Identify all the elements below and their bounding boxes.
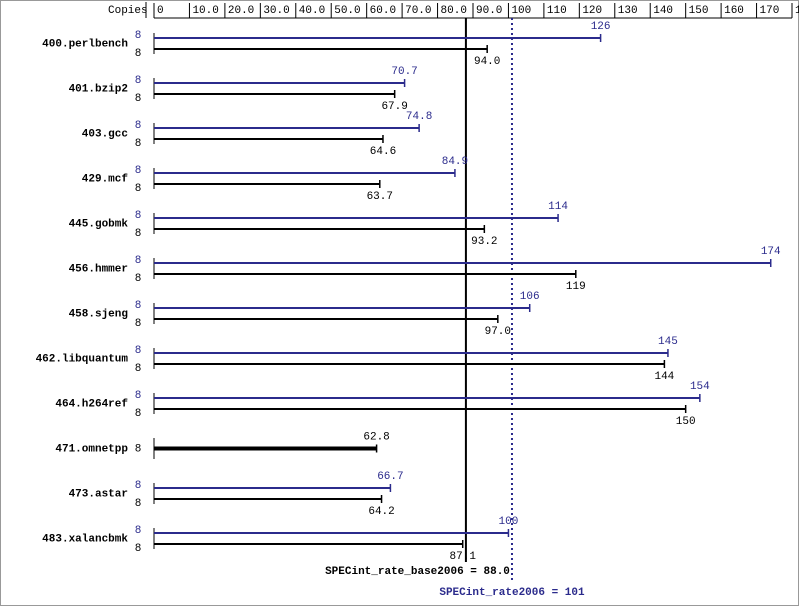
category-label: 458.sjeng (69, 308, 128, 320)
category-label: 429.mcf (82, 173, 129, 185)
category-label: 403.gcc (82, 128, 128, 140)
x-tick-label: 10.0 (192, 5, 218, 17)
x-tick-label: 180 (795, 5, 799, 17)
copies-label: 8 (135, 93, 142, 105)
copies-label: 8 (135, 210, 142, 222)
value-label: 94.0 (474, 56, 500, 68)
x-tick-label: 150 (689, 5, 709, 17)
copies-label: 8 (135, 480, 142, 492)
value-label: 119 (566, 281, 586, 293)
value-label: 64.6 (370, 146, 396, 158)
copies-label: 8 (135, 228, 142, 240)
value-label: 63.7 (367, 191, 393, 203)
x-tick-label: 90.0 (476, 5, 502, 17)
x-tick-label: 30.0 (263, 5, 289, 17)
category-label: 445.gobmk (69, 218, 129, 230)
copies-label: 8 (135, 75, 142, 87)
copies-label: 8 (135, 408, 142, 420)
copies-label: 8 (135, 273, 142, 285)
copies-label: 8 (135, 443, 142, 455)
x-tick-label: 20.0 (228, 5, 254, 17)
category-label: 462.libquantum (36, 353, 129, 365)
value-label: 174 (761, 246, 781, 258)
copies-label: 8 (135, 543, 142, 555)
x-tick-label: 140 (653, 5, 673, 17)
value-label: 97.0 (485, 326, 511, 338)
copies-label: 8 (135, 48, 142, 60)
x-tick-label: 110 (547, 5, 567, 17)
category-label: 456.hmmer (69, 263, 128, 275)
value-label: 106 (520, 291, 540, 303)
value-label: 70.7 (391, 66, 417, 78)
value-label: 150 (676, 416, 696, 428)
x-tick-label: 60.0 (370, 5, 396, 17)
copies-label: 8 (135, 165, 142, 177)
value-label: 66.7 (377, 471, 403, 483)
category-label: 471.omnetpp (55, 443, 128, 455)
copies-label: 8 (135, 318, 142, 330)
value-label: 87.1 (450, 551, 477, 563)
value-label: 62.8 (363, 431, 389, 443)
copies-label: 8 (135, 498, 142, 510)
value-label: 114 (548, 201, 568, 213)
copies-label: 8 (135, 363, 142, 375)
copies-label: 8 (135, 255, 142, 267)
copies-label: 8 (135, 30, 142, 42)
value-label: 64.2 (368, 506, 394, 518)
x-tick-label: 80.0 (441, 5, 467, 17)
x-tick-label: 50.0 (334, 5, 360, 17)
category-label: 473.astar (69, 488, 128, 500)
value-label: 154 (690, 381, 710, 393)
copies-label: 8 (135, 345, 142, 357)
reference-label: SPECint_rate2006 = 101 (439, 587, 585, 599)
category-label: 400.perlbench (42, 38, 128, 50)
reference-label: SPECint_rate_base2006 = 88.0 (325, 566, 510, 578)
category-label: 483.xalancbmk (42, 533, 128, 545)
copies-label: 8 (135, 138, 142, 150)
x-tick-label: 120 (582, 5, 602, 17)
copies-label: 8 (135, 390, 142, 402)
copies-label: 8 (135, 525, 142, 537)
value-label: 145 (658, 336, 678, 348)
value-label: 67.9 (381, 101, 407, 113)
x-tick-label: 40.0 (299, 5, 325, 17)
x-tick-label: 160 (724, 5, 744, 17)
x-tick-label: 130 (618, 5, 638, 17)
value-label: 100 (499, 516, 519, 528)
category-label: 464.h264ref (55, 398, 128, 410)
category-label: 401.bzip2 (69, 83, 128, 95)
x-tick-label: 100 (511, 5, 531, 17)
copies-label: 8 (135, 300, 142, 312)
value-label: 126 (591, 21, 611, 33)
value-label: 93.2 (471, 236, 497, 248)
copies-label: 8 (135, 183, 142, 195)
x-tick-label: 70.0 (405, 5, 431, 17)
x-tick-label: 170 (760, 5, 780, 17)
value-label: 74.8 (406, 111, 432, 123)
x-tick-label: 0 (157, 5, 164, 17)
value-label: 144 (654, 371, 674, 383)
copies-header: Copies (108, 5, 148, 17)
value-label: 84.9 (442, 156, 468, 168)
copies-label: 8 (135, 120, 142, 132)
